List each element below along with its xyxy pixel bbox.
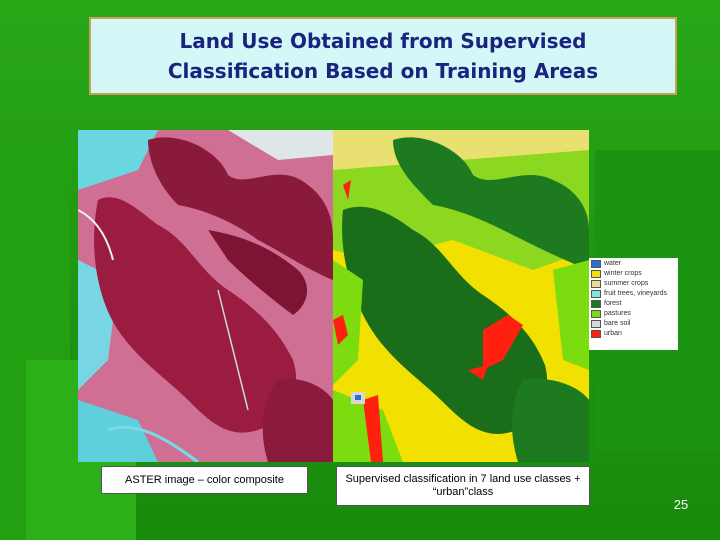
aster-image-caption: ASTER image – color composite <box>101 466 308 494</box>
legend-label: urban <box>604 330 622 337</box>
slide-title-line-2: Classification Based on Training Areas <box>167 59 599 83</box>
legend-item-forest: forest <box>591 299 676 309</box>
legend-swatch <box>591 290 601 298</box>
legend-label: summer crops <box>604 280 649 287</box>
legend-item-water: water <box>591 259 676 269</box>
legend-label: fruit trees, vineyards <box>604 290 668 297</box>
legend-swatch <box>591 330 601 338</box>
legend-item-fruit-trees: fruit trees, vineyards <box>591 289 676 299</box>
legend-label: water <box>604 260 622 267</box>
legend-label: pastures <box>604 310 631 317</box>
legend-swatch <box>591 280 601 288</box>
legend-label: winter crops <box>604 270 642 277</box>
legend-item-bare-soil: bare soil <box>591 319 676 329</box>
land-use-legend: water winter crops summer crops fruit tr… <box>589 258 678 350</box>
aster-color-composite-image <box>78 130 333 462</box>
slide-title-line-1: Land Use Obtained from Supervised <box>179 29 587 53</box>
legend-item-urban: urban <box>591 329 676 339</box>
legend-swatch <box>591 260 601 268</box>
slide-title-box: Land Use Obtained from Supervised Classi… <box>89 17 677 95</box>
legend-label: bare soil <box>604 320 631 327</box>
supervised-classification-map <box>333 130 589 462</box>
classification-caption: Supervised classification in 7 land use … <box>336 466 590 506</box>
page-number: 25 <box>673 497 689 512</box>
legend-item-winter-crops: winter crops <box>591 269 676 279</box>
legend-swatch <box>591 270 601 278</box>
legend-label: forest <box>604 300 622 307</box>
legend-swatch <box>591 320 601 328</box>
legend-item-summer-crops: summer crops <box>591 279 676 289</box>
legend-swatch <box>591 300 601 308</box>
legend-item-pastures: pastures <box>591 309 676 319</box>
legend-swatch <box>591 310 601 318</box>
